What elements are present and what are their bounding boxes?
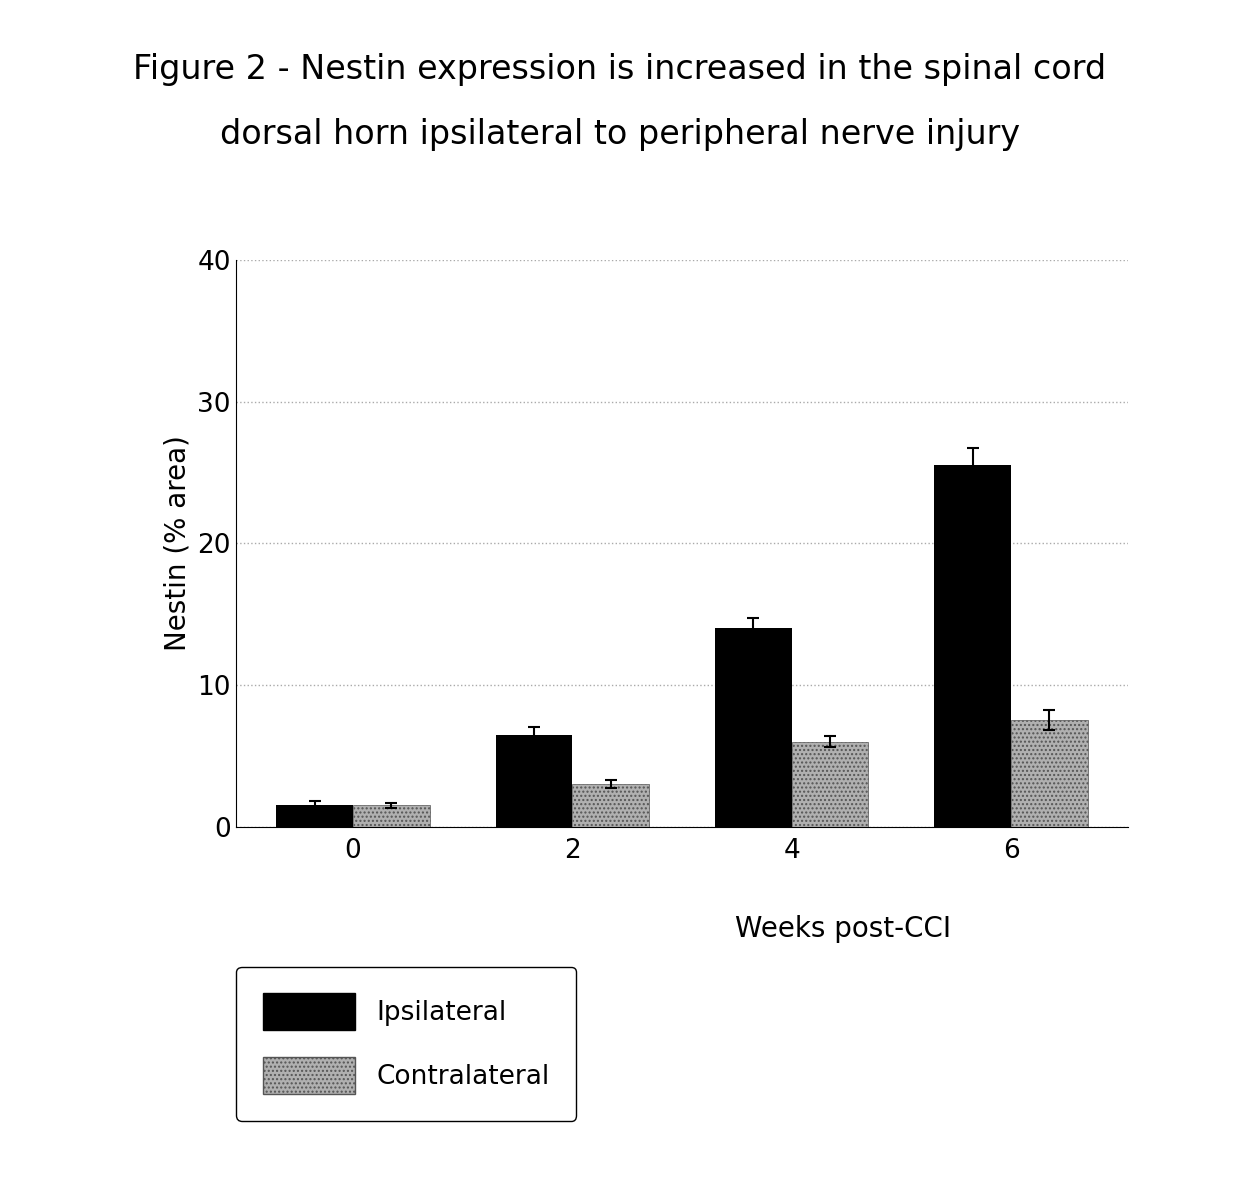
Bar <box>934 465 1011 827</box>
Text: dorsal horn ipsilateral to peripheral nerve injury: dorsal horn ipsilateral to peripheral ne… <box>219 118 1021 151</box>
Text: Figure 2 - Nestin expression is increased in the spinal cord: Figure 2 - Nestin expression is increase… <box>134 53 1106 86</box>
Text: Weeks post-CCI: Weeks post-CCI <box>735 915 951 944</box>
Legend: Ipsilateral, Contralateral: Ipsilateral, Contralateral <box>237 967 575 1121</box>
Bar <box>573 784 649 827</box>
Bar <box>715 628 791 827</box>
Bar <box>791 742 868 827</box>
Y-axis label: Nestin (% area): Nestin (% area) <box>164 436 192 651</box>
Bar <box>1011 720 1087 827</box>
Bar <box>353 805 430 827</box>
Bar <box>496 735 573 827</box>
Bar <box>277 805 353 827</box>
